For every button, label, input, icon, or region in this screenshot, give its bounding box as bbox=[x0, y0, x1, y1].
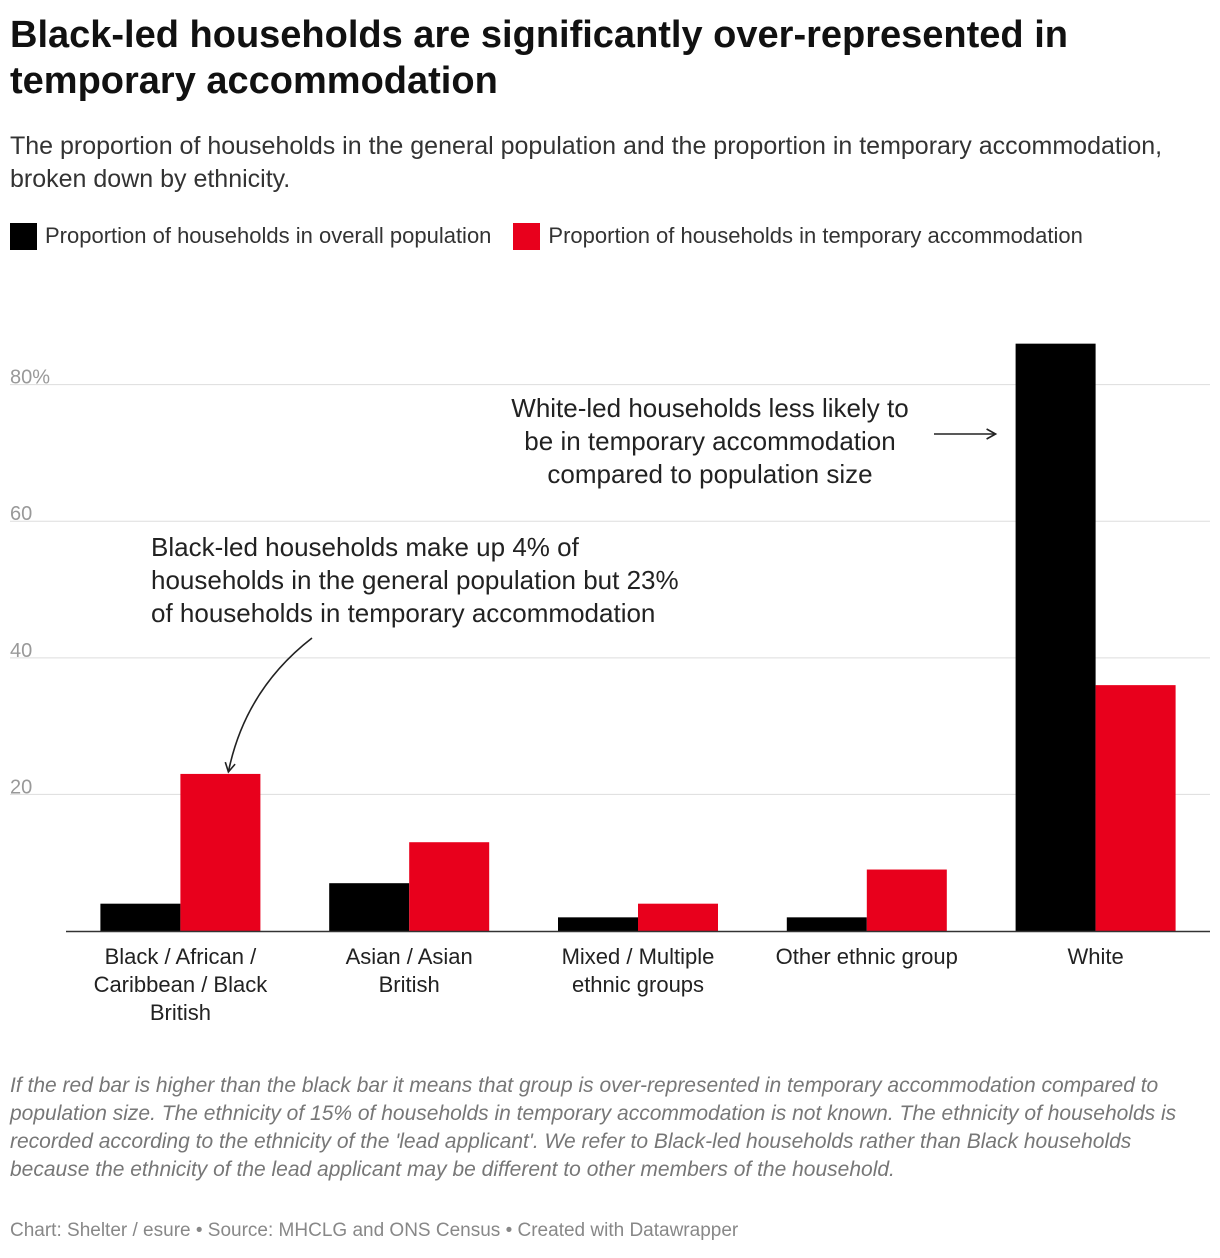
bars bbox=[100, 343, 1176, 932]
bar-black-african-series-2 bbox=[180, 773, 261, 931]
legend-item-overall-population: Proportion of households in overall popu… bbox=[10, 222, 492, 250]
bar-asian-asian-series-1 bbox=[329, 883, 410, 931]
bar-asian-asian-series-2 bbox=[409, 842, 490, 931]
legend-swatch-overall-population bbox=[10, 222, 37, 250]
category-label-asian-asian: Asian / Asian British bbox=[346, 944, 473, 997]
bar-other-ethnic-group-series-1 bbox=[786, 917, 867, 931]
y-tick-label-60: 60 bbox=[10, 503, 32, 525]
legend-label-overall-population: Proportion of households in overall popu… bbox=[45, 223, 492, 248]
y-tick-label-80: 80% bbox=[10, 367, 50, 389]
bar-black-african-series-1 bbox=[100, 903, 181, 931]
bar-mixed-multiple-series-2 bbox=[638, 903, 718, 931]
category-label-mixed-multiple: Mixed / Multiple ethnic groups bbox=[562, 944, 715, 997]
annotations: White-led households less likely to be in… bbox=[151, 393, 998, 774]
bar-other-ethnic-group-series-2 bbox=[866, 869, 947, 931]
chart-subtitle: The proportion of households in the gene… bbox=[10, 132, 1163, 193]
category-label-other-ethnic-group: Other ethnic group bbox=[776, 944, 958, 969]
chart-footer: Chart: Shelter / esure • Source: MHCLG a… bbox=[10, 1220, 739, 1241]
category-label-black-african: Black / African / Caribbean / Black Britis… bbox=[94, 944, 269, 1025]
chart-title: Black-led households are significantly o… bbox=[10, 14, 1068, 102]
bar-white-series-2 bbox=[1095, 685, 1176, 931]
legend-swatch-temporary-accommodation bbox=[513, 222, 541, 250]
category-label-white: White bbox=[1067, 944, 1123, 969]
annotation-black-led: Black-led households make up 4% of househ… bbox=[151, 532, 679, 628]
annotation-white-led: White-led households less likely to be in… bbox=[511, 393, 908, 489]
category-labels: Black / African / Caribbean / Black Britis… bbox=[94, 944, 1124, 1025]
chart-legend: Proportion of households in overall popu… bbox=[10, 222, 1105, 250]
bar-mixed-multiple-series-1 bbox=[558, 917, 638, 931]
bar-white-series-1 bbox=[1015, 343, 1096, 932]
annotation-arrow-black-led bbox=[224, 637, 313, 774]
bar-chart: 20 40 60 80% Black / African / Caribbean / B… bbox=[10, 343, 1210, 1025]
legend-item-temporary-accommodation: Proportion of households in temporary ac… bbox=[513, 222, 1083, 250]
chart-notes: If the red bar is higher than the black … bbox=[10, 1074, 1177, 1181]
y-tick-label-20: 20 bbox=[10, 776, 32, 798]
y-tick-label-40: 40 bbox=[10, 640, 32, 662]
legend-label-temporary-accommodation: Proportion of households in temporary ac… bbox=[548, 223, 1083, 248]
